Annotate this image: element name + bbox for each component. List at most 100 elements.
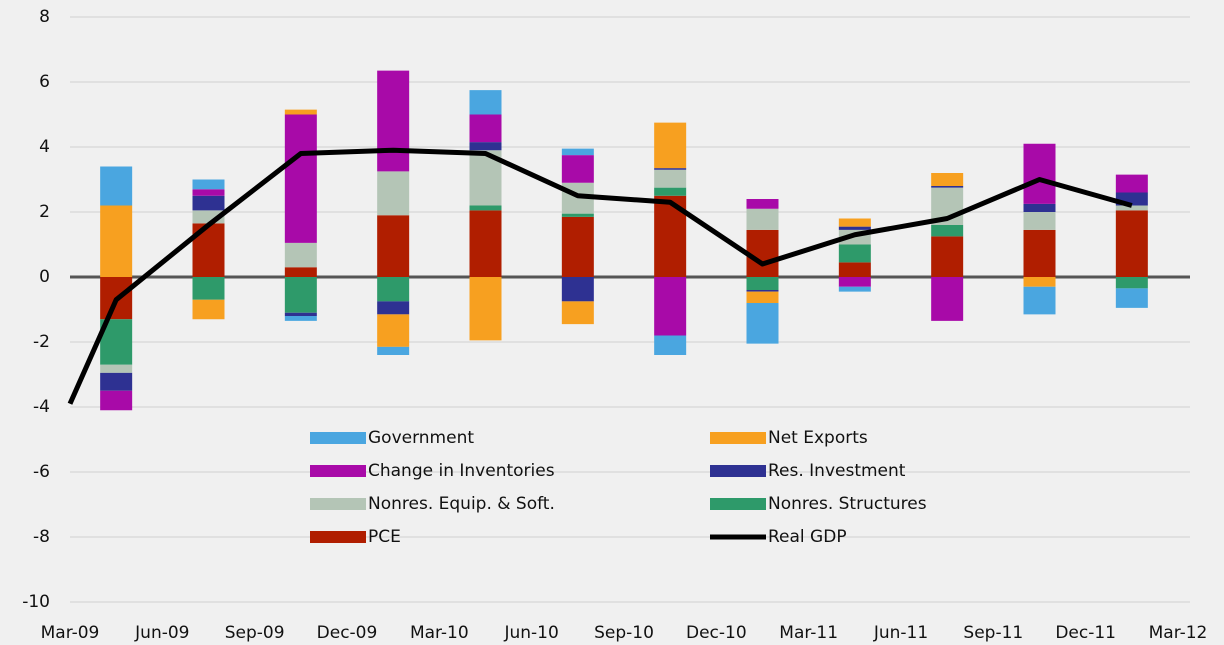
y-tick-label: -6 [33, 462, 50, 482]
bar-segment [838, 262, 871, 277]
bar-segment [931, 186, 964, 188]
bar-segment [746, 291, 779, 303]
bar-segment [284, 242, 317, 268]
x-tick-label: Sep-10 [594, 623, 654, 643]
bar-segment [1023, 229, 1056, 277]
legend-label: Net Exports [768, 428, 868, 448]
y-tick-label: 0 [39, 267, 50, 287]
bar-segment [838, 226, 871, 230]
bar-segment [746, 199, 779, 209]
bar-segment [746, 229, 779, 277]
bar-segment [746, 277, 779, 290]
bar-segment [100, 372, 133, 391]
legend-label: Nonres. Equip. & Soft. [368, 494, 555, 514]
bar-segment [561, 216, 594, 277]
bar-segment [931, 236, 964, 277]
bar-segment [192, 195, 225, 211]
bar-segment [377, 346, 410, 355]
x-tick-label: Mar-11 [779, 623, 838, 643]
bar-segment [1023, 143, 1056, 204]
y-tick-label: -8 [33, 527, 50, 547]
y-tick-label: 6 [39, 72, 50, 92]
x-tick-label: Dec-10 [686, 623, 747, 643]
bar-segment [746, 208, 779, 230]
bar-segment [377, 171, 410, 216]
bar-segment [654, 187, 687, 196]
bar-segment [561, 213, 594, 217]
bar-segment [284, 267, 317, 277]
bar-segment [284, 109, 317, 115]
y-tick-label: 4 [39, 137, 50, 157]
bar-segment [1023, 286, 1056, 315]
x-tick-label: Mar-10 [410, 623, 469, 643]
bar-segment [561, 277, 594, 302]
bar-segment [192, 189, 225, 196]
bar-segment [469, 90, 502, 115]
bar-segment [1023, 277, 1056, 287]
x-tick-label: Sep-11 [963, 623, 1023, 643]
bar-segment [377, 314, 410, 347]
bar-segment [561, 301, 594, 325]
bar-segment [284, 114, 317, 243]
x-tick-label: Jun-10 [503, 623, 558, 643]
bar-segment [931, 277, 964, 321]
bar-segment [100, 390, 133, 411]
legend-swatch [710, 498, 766, 510]
bar-segment [654, 335, 687, 355]
bar-segment [284, 312, 317, 316]
bar-segment [654, 277, 687, 336]
bar-segment [100, 205, 133, 277]
bar-segment [377, 301, 410, 315]
bar-segment [1023, 203, 1056, 212]
legend-label: Nonres. Structures [768, 494, 927, 514]
legend-label: Res. Investment [768, 461, 906, 481]
bar-segment [100, 364, 133, 373]
legend-swatch [310, 498, 366, 510]
bar-segment [192, 277, 225, 300]
legend-swatch [310, 465, 366, 477]
bar-segment [746, 290, 779, 292]
gdp-line [67, 147, 1133, 405]
bar-segment [561, 148, 594, 156]
legend-swatch [710, 465, 766, 477]
bar-segment [192, 299, 225, 320]
legend-swatch [310, 432, 366, 444]
bar-segment [284, 277, 317, 313]
bar-segment [1115, 210, 1148, 277]
bar-segment [1023, 212, 1056, 230]
bar-segment [1115, 174, 1148, 193]
bar-segment [469, 210, 502, 277]
x-tick-label: Mar-12 [1149, 623, 1208, 643]
bar-segment [469, 142, 502, 151]
bar-segment [1115, 205, 1148, 211]
legend-swatch [710, 432, 766, 444]
bar-segment [377, 277, 410, 302]
legend-label: Government [368, 428, 474, 448]
y-tick-label: -10 [22, 592, 50, 612]
y-tick-label: -2 [33, 332, 50, 352]
bar-segment [746, 303, 779, 344]
legend-label: Real GDP [768, 527, 847, 547]
y-tick-label: 2 [39, 202, 50, 222]
y-tick-label: -4 [33, 397, 50, 417]
bar-segment [100, 166, 133, 206]
legend-label: PCE [368, 527, 401, 547]
bar-segment [469, 114, 502, 143]
legend-swatch [310, 531, 366, 543]
bar-segment [561, 155, 594, 183]
bar-segment [1115, 288, 1148, 308]
bar-segment [838, 244, 871, 263]
bar-segment [377, 70, 410, 172]
bar-segment [469, 277, 502, 341]
legend-label: Change in Inventories [368, 461, 555, 481]
x-tick-label: Jun-11 [873, 623, 928, 643]
x-tick-label: Mar-09 [41, 623, 100, 643]
x-tick-label: Dec-11 [1055, 623, 1116, 643]
bar-segment [469, 205, 502, 211]
bar-segment [838, 218, 871, 227]
bar-segment [377, 215, 410, 277]
bar-segment [838, 286, 871, 292]
x-tick-label: Jun-09 [134, 623, 189, 643]
